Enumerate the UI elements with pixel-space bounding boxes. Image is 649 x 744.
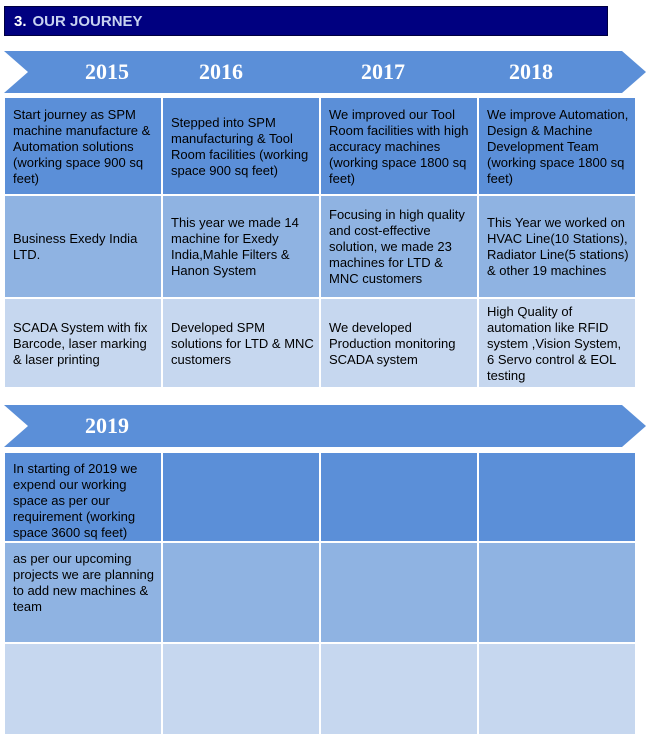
table-cell [320,643,478,735]
table-cell [478,542,636,643]
table-cell [478,643,636,735]
table-cell: Stepped into SPM manufacturing & Tool Ro… [162,97,320,195]
table-cell: We improved our Tool Room facilities wit… [320,97,478,195]
table-cell [162,452,320,542]
table-cell: Focusing in high quality and cost-effect… [320,195,478,298]
table-cell [320,542,478,643]
section-header: 3. OUR JOURNEY [4,6,608,36]
year-label: 2019 [85,413,129,438]
year-label: 2015 [85,59,129,84]
arrow-shape [4,405,646,447]
table-cell: This Year we worked on HVAC Line(10 Stat… [478,195,636,298]
timeline-arrow-2015-2018: 2015 2016 2017 2018 [4,51,646,93]
timeline-table-2019: In starting of 2019 we expend our workin… [4,452,636,735]
table-cell [320,452,478,542]
table-cell [4,643,162,735]
table-cell: This year we made 14 machine for Exedy I… [162,195,320,298]
timeline-arrow-2019: 2019 [4,405,646,447]
table-cell [162,643,320,735]
table-cell [162,542,320,643]
table-cell: Business Exedy India LTD. [4,195,162,298]
table-cell [478,452,636,542]
table-cell: SCADA System with fix Barcode, laser mar… [4,298,162,388]
table-cell: Start journey as SPM machine manufacture… [4,97,162,195]
timeline-table-2015-2018: Start journey as SPM machine manufacture… [4,97,636,388]
arrow-shape [4,51,646,93]
table-cell: High Quality of automation like RFID sys… [478,298,636,388]
section-number: 3. [14,12,27,30]
table-cell: In starting of 2019 we expend our workin… [4,452,162,542]
table-cell: Developed SPM solutions for LTD & MNC cu… [162,298,320,388]
section-title: OUR JOURNEY [32,12,143,30]
table-cell: We developed Production monitoring SCADA… [320,298,478,388]
table-cell: as per our upcoming projects we are plan… [4,542,162,643]
year-label: 2017 [361,59,405,84]
year-label: 2016 [199,59,243,84]
year-label: 2018 [509,59,553,84]
table-cell: We improve Automation, Design & Machine … [478,97,636,195]
